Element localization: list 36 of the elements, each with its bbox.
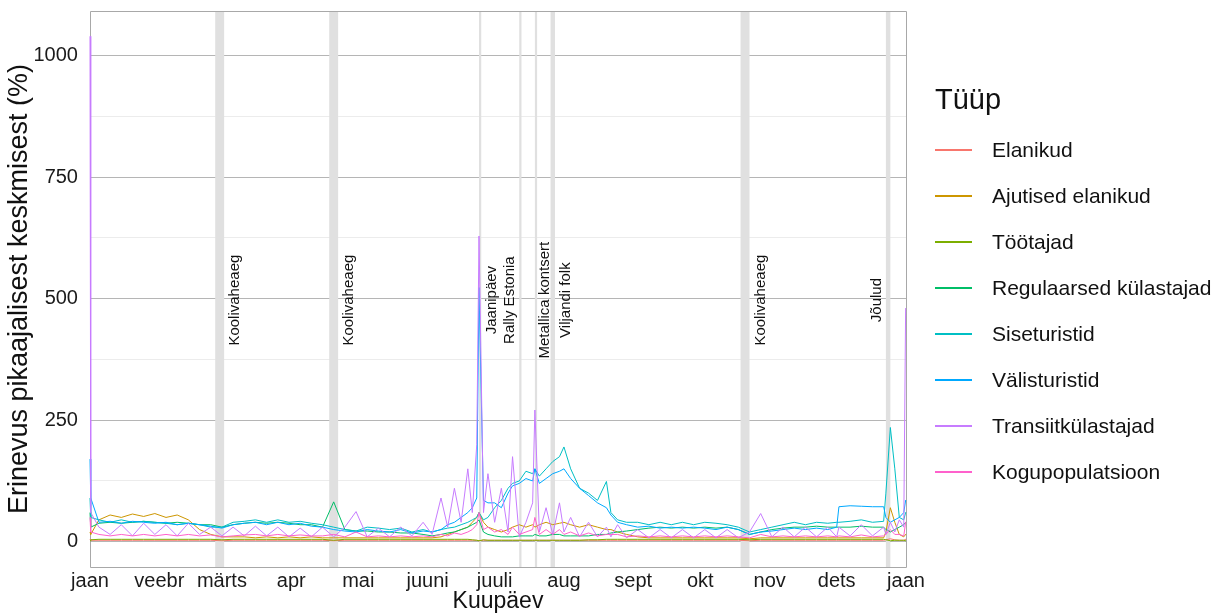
x-tick-label: juuli bbox=[475, 568, 513, 591]
y-tick-label: 750 bbox=[44, 164, 78, 187]
band-label: Jõulud bbox=[867, 278, 885, 323]
band-label: Koolivaheaeg bbox=[225, 254, 243, 346]
band-label: Koolivaheaeg bbox=[339, 254, 357, 346]
x-tick-label: dets bbox=[817, 568, 856, 591]
band-label: Jaanipäev bbox=[482, 265, 500, 335]
legend-label: Välisturistid bbox=[992, 368, 1100, 392]
y-tick-label: 500 bbox=[44, 286, 78, 309]
x-tick-label: apr bbox=[276, 568, 306, 591]
x-tick-label: mai bbox=[342, 568, 375, 591]
x-tick-label: aug bbox=[547, 568, 581, 591]
y-tick-label: 1000 bbox=[33, 43, 78, 66]
y-tick-label: 250 bbox=[44, 407, 78, 430]
y-axis-title: Erinevus pikaajalisest keskmisest (%) bbox=[2, 63, 33, 515]
band-label: Rally Estonia bbox=[500, 255, 518, 344]
band-label: Viljandi folk bbox=[556, 261, 574, 338]
legend-label: Töötajad bbox=[992, 230, 1074, 254]
legend-label: Regulaarsed külastajad bbox=[992, 276, 1212, 300]
legend-label: Ajutised elanikud bbox=[992, 184, 1151, 208]
y-tick-label: 0 bbox=[66, 529, 78, 552]
legend-label: Kogupopulatsioon bbox=[992, 460, 1161, 484]
x-tick-label: jaan bbox=[886, 568, 925, 591]
band-label: Metallica kontsert bbox=[535, 240, 553, 359]
x-tick-label: jaan bbox=[70, 568, 109, 591]
legend-label: Siseturistid bbox=[992, 322, 1095, 346]
x-tick-label: märts bbox=[196, 568, 247, 591]
x-tick-label: juuni bbox=[405, 568, 449, 591]
legend-title: Tüüp bbox=[935, 83, 1003, 115]
legend-label: Transiitkülastajad bbox=[992, 414, 1155, 438]
x-tick-label: okt bbox=[686, 568, 715, 591]
x-tick-label: nov bbox=[753, 568, 786, 591]
band-label: Koolivaheaeg bbox=[750, 254, 768, 346]
x-tick-label: sept bbox=[614, 568, 653, 591]
legend-label: Elanikud bbox=[992, 138, 1073, 162]
x-tick-label: veebr bbox=[134, 568, 185, 591]
